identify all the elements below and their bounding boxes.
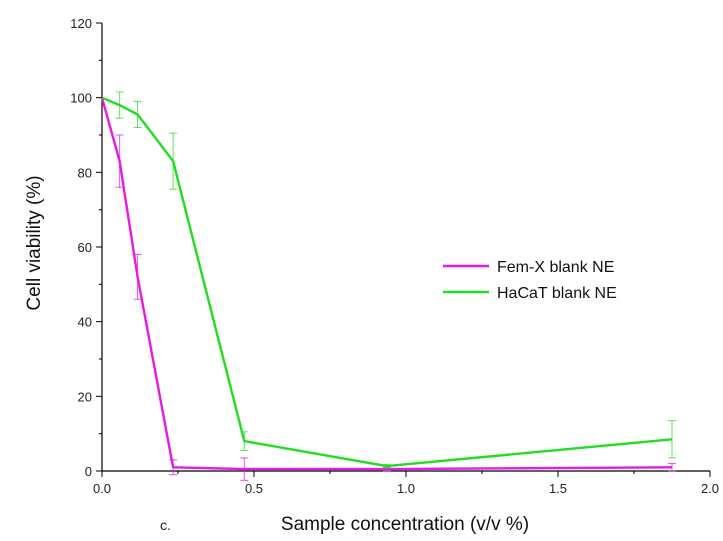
y-axis-title: Cell viability (%) — [24, 175, 45, 310]
y-tick-label: 80 — [78, 165, 92, 180]
x-axis-title: Sample concentration (v/v %) — [281, 514, 529, 535]
y-tick-label: 60 — [78, 240, 92, 255]
axis-ticks: 0 20 40 60 80 100 120 0.0 0.5 1.0 1.5 2.0 — [70, 16, 719, 496]
series-hacat — [101, 91, 676, 469]
legend-label: Fem-X blank NE — [497, 259, 614, 276]
y-tick-label: 0 — [85, 464, 92, 479]
x-tick-label: 0.5 — [245, 481, 263, 496]
legend: Fem-X blank NE HaCaT blank NE — [443, 259, 617, 302]
plot-area — [100, 91, 676, 481]
x-tick-label: 1.0 — [397, 481, 415, 496]
y-tick-label: 40 — [78, 315, 92, 330]
x-tick-label: 0.0 — [93, 481, 111, 496]
y-tick-label: 120 — [70, 16, 92, 31]
series-fem-x — [100, 97, 676, 481]
axes — [101, 23, 710, 472]
x-tick-label: 2.0 — [701, 481, 719, 496]
y-tick-label: 100 — [70, 91, 92, 106]
legend-label: HaCaT blank NE — [497, 285, 617, 302]
y-tick-label: 20 — [78, 389, 92, 404]
series-line — [100, 97, 673, 471]
panel-label: c. — [160, 517, 171, 533]
x-tick-label: 1.5 — [549, 481, 567, 496]
series-line — [101, 96, 673, 468]
